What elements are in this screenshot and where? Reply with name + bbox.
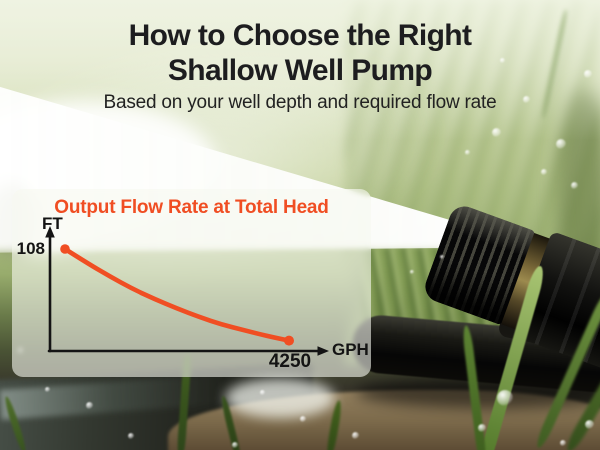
water-droplet-bokeh: [232, 442, 238, 448]
water-droplet-bokeh: [541, 169, 547, 175]
water-droplet-bokeh: [128, 433, 134, 439]
water-droplet-bokeh: [440, 255, 444, 259]
water-droplet-bokeh: [556, 139, 566, 149]
water-droplet-bokeh: [571, 182, 578, 189]
curve-end-point: [284, 335, 294, 346]
y-axis-arrow-icon: [45, 226, 55, 238]
x-axis-arrow-icon: [317, 346, 329, 356]
pump-output-curve: [62, 246, 292, 343]
page-title: How to Choose the Right Shallow Well Pum…: [0, 18, 600, 88]
curve-start-point: [60, 244, 70, 254]
page-title-line2: Shallow Well Pump: [167, 54, 433, 87]
water-droplet-bokeh: [478, 424, 486, 432]
water-droplet-bokeh: [300, 416, 306, 422]
chart-panel: Output Flow Rate at Total Head FT 108 GP…: [12, 189, 371, 377]
water-droplet-bokeh: [584, 70, 592, 78]
water-droplet-bokeh: [260, 390, 265, 395]
water-droplet-bokeh: [410, 270, 414, 274]
water-droplet-bokeh: [585, 420, 594, 429]
page-subtitle: Based on your well depth and required fl…: [103, 92, 497, 113]
x-axis-tick-value: 4250: [268, 351, 312, 372]
water-droplet-bokeh: [352, 432, 359, 439]
water-droplet-bokeh: [465, 150, 470, 155]
water-droplet-bokeh: [523, 96, 530, 103]
y-axis-tick-value: 108: [16, 239, 45, 258]
y-axis-label: FT: [42, 214, 63, 233]
chart-title: Output Flow Rate at Total Head: [54, 197, 329, 218]
pump-curve-chart: [45, 226, 329, 356]
water-droplet-bokeh: [492, 128, 501, 137]
water-droplet-bokeh: [45, 387, 50, 392]
water-droplet-bokeh: [497, 390, 513, 406]
page-title-line1: How to Choose the Right: [128, 19, 472, 52]
water-droplet-bokeh: [86, 402, 93, 409]
water-droplet-bokeh: [560, 440, 566, 446]
water-splash: [225, 378, 335, 418]
x-axis-label: GPH: [332, 340, 369, 359]
water-droplet-bokeh: [500, 58, 505, 63]
